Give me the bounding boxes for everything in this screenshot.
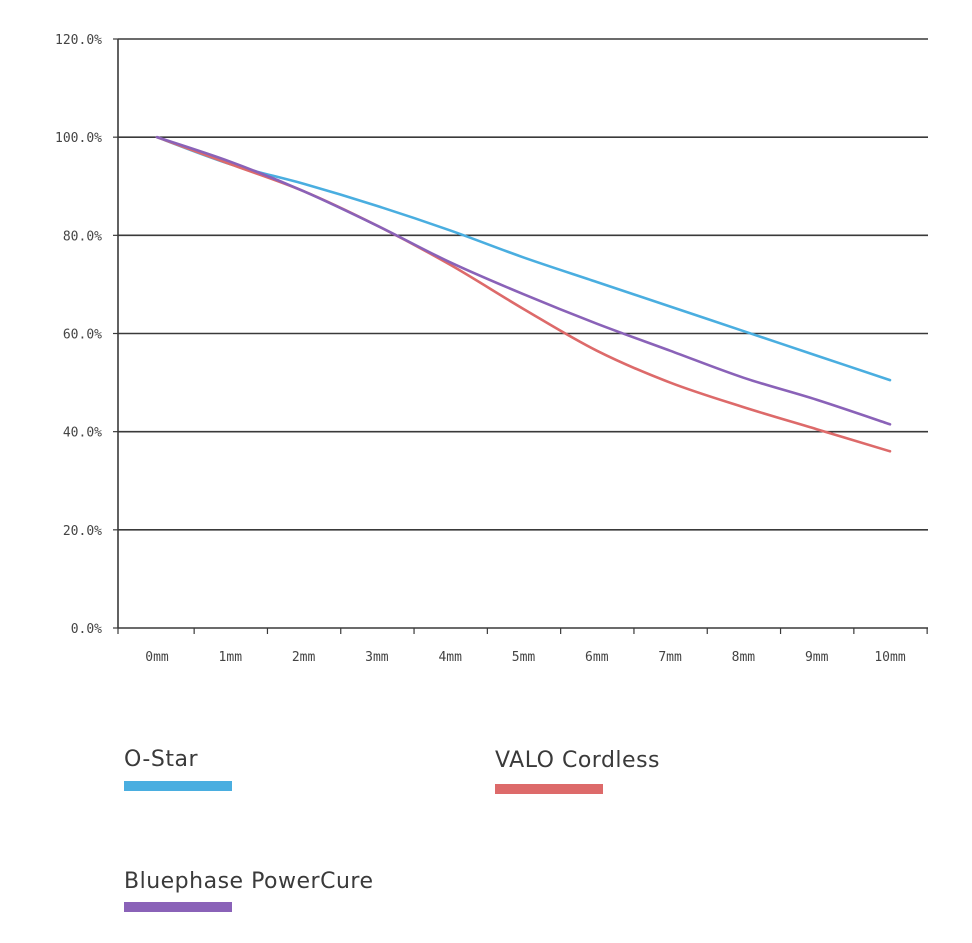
series-lines <box>155 135 892 453</box>
legend-swatch <box>495 784 603 794</box>
legend-swatch <box>124 781 232 791</box>
x-tick-label: 5mm <box>512 650 536 665</box>
y-tick-label: 20.0% <box>63 524 102 539</box>
y-tick-label: 80.0% <box>63 229 102 244</box>
axes <box>113 38 928 634</box>
gridlines <box>118 38 928 531</box>
legend-label: O-Star <box>124 747 198 772</box>
y-tick-label: 100.0% <box>55 131 102 146</box>
legend-item-o-star: O-Star <box>124 747 232 791</box>
series-line-o-star <box>155 135 892 382</box>
x-tick-label: 10mm <box>874 650 905 665</box>
x-tick-label: 8mm <box>732 650 756 665</box>
y-tick-label: 40.0% <box>63 426 102 441</box>
legend-label: Bluephase PowerCure <box>124 869 373 894</box>
x-tick-labels: 0mm 1mm 2mm 3mm 4mm 5mm 6mm 7mm 8mm 9mm 10mm <box>145 650 906 665</box>
x-tick-label: 7mm <box>658 650 682 665</box>
legend-swatch <box>124 902 232 912</box>
y-tick-label: 60.0% <box>63 328 102 343</box>
legend-item-bluephase-powercure: Bluephase PowerCure <box>124 869 373 912</box>
y-tick-label: 120.0% <box>55 33 102 48</box>
y-tick-labels: 0.0% 20.0% 40.0% 60.0% 80.0% 100.0% 120.0% <box>55 33 102 637</box>
legend-label: VALO Cordless <box>495 748 660 773</box>
x-tick-label: 1mm <box>219 650 243 665</box>
x-tick-label: 2mm <box>292 650 316 665</box>
x-tick-label: 3mm <box>365 650 389 665</box>
x-tick-label: 6mm <box>585 650 609 665</box>
x-tick-label: 0mm <box>145 650 169 665</box>
y-tick-label: 0.0% <box>71 622 102 637</box>
x-tick-label: 9mm <box>805 650 829 665</box>
series-line-bluephase-powercure <box>155 135 892 426</box>
legend: O-Star VALO Cordless Bluephase PowerCure <box>124 747 660 912</box>
x-tick-label: 4mm <box>438 650 462 665</box>
legend-item-valo-cordless: VALO Cordless <box>495 748 660 794</box>
